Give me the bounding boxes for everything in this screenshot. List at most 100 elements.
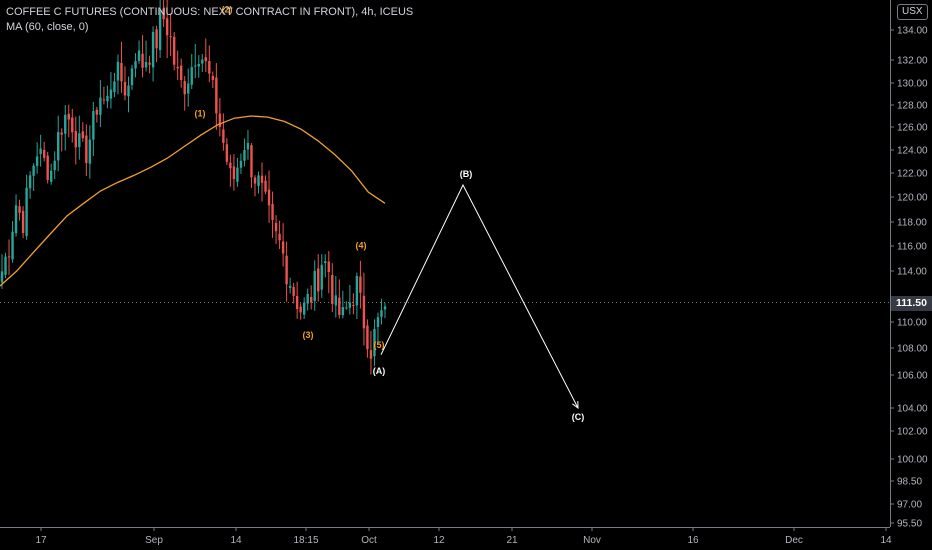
candle-body bbox=[359, 276, 362, 293]
candle-body bbox=[60, 132, 63, 135]
time-tick-label: 17 bbox=[35, 535, 47, 546]
candle-body bbox=[95, 109, 99, 115]
price-tick-label: 134.00 bbox=[897, 26, 928, 37]
currency-badge[interactable]: USX bbox=[897, 4, 928, 20]
candle-body bbox=[88, 139, 92, 164]
candle-body bbox=[229, 162, 232, 169]
candle-body bbox=[348, 302, 352, 308]
candle-body bbox=[183, 80, 186, 95]
candle-body bbox=[180, 65, 183, 80]
candle-body bbox=[373, 328, 376, 357]
candle-body bbox=[274, 222, 278, 232]
candle-body bbox=[327, 261, 330, 273]
candle-body bbox=[120, 62, 123, 82]
price-tick-label: 106.00 bbox=[897, 371, 928, 382]
candle-body bbox=[383, 306, 387, 310]
candle-body bbox=[204, 57, 207, 62]
candle-body bbox=[239, 160, 243, 168]
candle-body bbox=[285, 255, 288, 285]
candle-body bbox=[190, 67, 193, 85]
price-tick-label: 110.00 bbox=[897, 318, 927, 329]
candle-body bbox=[211, 76, 215, 80]
candle-body bbox=[32, 165, 35, 176]
candle-body bbox=[35, 156, 39, 166]
candle-body bbox=[7, 256, 11, 258]
candle-body bbox=[222, 129, 225, 143]
candle-body bbox=[109, 89, 113, 99]
time-tick-label: 16 bbox=[687, 535, 699, 546]
candle-body bbox=[313, 270, 316, 301]
candle-body bbox=[288, 285, 292, 288]
candle-body bbox=[302, 302, 306, 315]
candle-body bbox=[11, 231, 14, 260]
candle-body bbox=[4, 256, 7, 275]
candle-body bbox=[123, 82, 127, 96]
candle-body bbox=[155, 29, 158, 49]
projection-line bbox=[380, 183, 579, 409]
price-tick-label: 98.50 bbox=[897, 477, 922, 488]
candle-body bbox=[215, 77, 218, 114]
price-tick-label: 120.00 bbox=[897, 193, 928, 204]
candle-body bbox=[92, 111, 95, 140]
candle-body bbox=[14, 205, 18, 234]
time-tick-label: 14 bbox=[230, 535, 242, 546]
candle-body bbox=[320, 264, 323, 290]
candle-body bbox=[194, 65, 197, 67]
candle-body bbox=[334, 295, 338, 306]
candle-body bbox=[352, 304, 355, 306]
indicator-label[interactable]: MA (60, close, 0) bbox=[6, 21, 89, 33]
projection-label: (B) bbox=[460, 169, 473, 179]
candle-body bbox=[162, 8, 165, 20]
candle-body bbox=[267, 189, 271, 206]
candle-body bbox=[281, 241, 285, 254]
time-axis[interactable]: 17 Sep 14 18:15 Oct 12 21 Nov 16 Dec 14 bbox=[35, 527, 892, 546]
candle-body bbox=[306, 293, 309, 304]
candle-body bbox=[355, 275, 359, 306]
candle-body bbox=[137, 50, 141, 62]
candle-body bbox=[158, 9, 162, 51]
candle-body bbox=[341, 307, 345, 316]
candle-body bbox=[148, 62, 151, 65]
candle-body bbox=[310, 296, 313, 303]
projection-label: (C) bbox=[572, 412, 585, 422]
price-tick-label: 126.00 bbox=[897, 123, 928, 134]
ma-line bbox=[0, 115, 386, 287]
candle-body bbox=[116, 61, 120, 81]
candle-body bbox=[253, 177, 257, 184]
candle-body bbox=[53, 160, 56, 171]
candle-body bbox=[232, 166, 236, 180]
candle-body bbox=[49, 170, 53, 182]
candle-body bbox=[141, 53, 144, 68]
price-tick-label: 118.00 bbox=[897, 218, 927, 229]
candle-body bbox=[25, 187, 28, 236]
candle-body bbox=[78, 133, 81, 148]
time-tick-label: Oct bbox=[361, 535, 377, 546]
wave-label: (1) bbox=[195, 109, 206, 119]
candle-body bbox=[169, 36, 172, 38]
wave-label: (2) bbox=[222, 5, 233, 15]
candle-body bbox=[172, 36, 176, 65]
candle-body bbox=[218, 113, 222, 128]
candle-body bbox=[208, 60, 211, 74]
candle-body bbox=[81, 131, 85, 139]
time-tick-label: Sep bbox=[145, 535, 163, 546]
price-tick-label: 102.00 bbox=[897, 427, 928, 438]
candle-body bbox=[0, 271, 4, 283]
candle-body bbox=[165, 18, 169, 36]
last-price-label: 111.50 bbox=[891, 296, 932, 311]
candle-body bbox=[376, 317, 380, 328]
time-tick-label: 12 bbox=[433, 535, 445, 546]
candle-body bbox=[260, 175, 264, 183]
candle-body bbox=[264, 180, 267, 192]
candle-body bbox=[299, 306, 302, 313]
candle-body bbox=[295, 295, 299, 309]
candle-body bbox=[74, 131, 77, 148]
time-tick-label: Nov bbox=[583, 535, 601, 546]
candle-body bbox=[113, 81, 116, 93]
price-axis[interactable]: 95.50 97.00 98.50 100.00 102.00 104.00 106.00 1… bbox=[890, 26, 928, 530]
symbol-title[interactable]: COFFEE C FUTURES (CONTINUOUS: NEXT CONTR… bbox=[6, 6, 414, 18]
price-tick-label: 130.00 bbox=[897, 79, 928, 90]
chart-legend: COFFEE C FUTURES (CONTINUOUS: NEXT CONTR… bbox=[6, 5, 413, 35]
candle-body bbox=[21, 211, 25, 233]
